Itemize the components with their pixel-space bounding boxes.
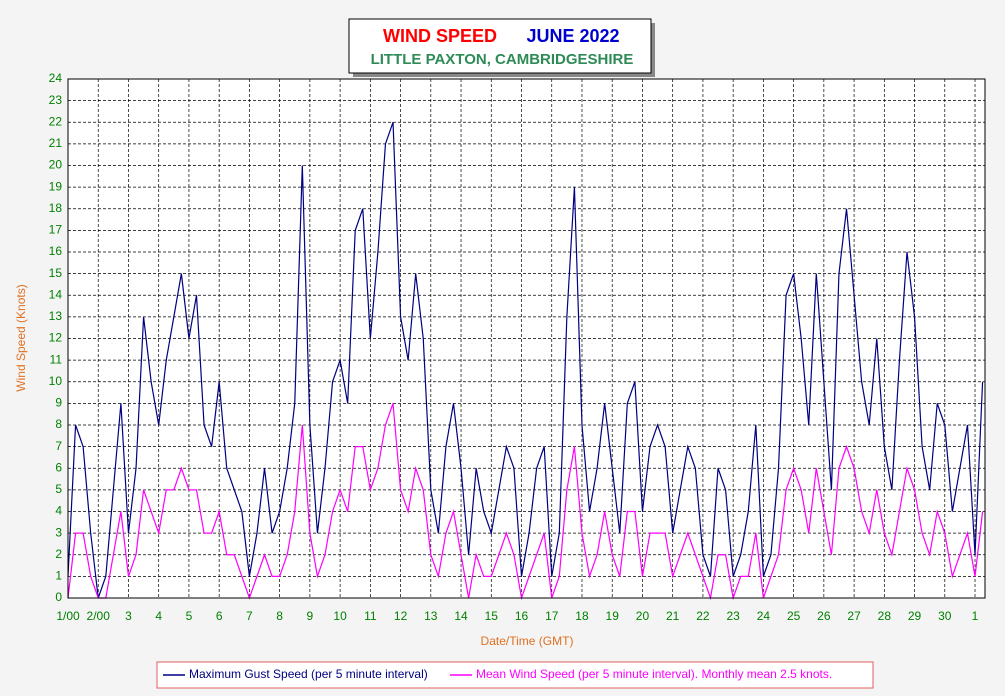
series-line [67,122,984,599]
y-tick-label: 10 [49,374,63,388]
x-tick-label: 17 [545,609,559,623]
x-tick-label: 3 [125,609,132,623]
x-tick-label: 22 [696,609,710,623]
x-tick-label: 6 [216,609,223,623]
y-tick-label: 24 [49,71,63,85]
y-tick-label: 19 [49,179,63,193]
x-tick-label: 7 [246,609,253,623]
x-tick-label: 16 [515,609,529,623]
x-tick-label: 5 [186,609,193,623]
y-tick-label: 7 [55,439,62,453]
legend-label: Mean Wind Speed (per 5 minute interval).… [476,667,832,681]
y-tick-label: 23 [49,93,63,107]
plot-border [67,78,986,599]
x-tick-label: 24 [757,609,771,623]
x-tick-label: 23 [726,609,740,623]
y-tick-label: 0 [55,590,62,604]
x-tick-label: 1 [972,609,979,623]
y-tick-label: 22 [49,114,63,128]
x-tick-label: 10 [333,609,347,623]
x-tick-label: 1/00 [56,609,80,623]
y-tick-label: 20 [49,158,63,172]
x-tick-label: 8 [276,609,283,623]
y-tick-label: 4 [55,504,62,518]
x-tick-label: 26 [817,609,831,623]
y-axis-label: Wind Speed (Knots) [14,284,28,391]
x-tick-label: 28 [878,609,892,623]
x-tick-label: 27 [847,609,861,623]
x-tick-label: 19 [606,609,620,623]
x-tick-label: 9 [307,609,314,623]
y-tick-label: 6 [55,460,62,474]
y-tick-label: 8 [55,417,62,431]
x-tick-label: 11 [364,609,377,623]
x-tick-label: 29 [908,609,922,623]
legend [156,661,874,689]
legend-label: Maximum Gust Speed (per 5 minute interva… [189,667,428,681]
y-tick-label: 21 [49,136,63,150]
chart-subtitle: LITTLE PAXTON, CAMBRIDGESHIRE [371,51,634,68]
y-tick-label: 14 [49,287,63,301]
x-axis-label: Date/Time (GMT) [481,634,574,648]
x-tick-label: 13 [424,609,438,623]
y-tick-label: 18 [49,201,63,215]
x-tick-label: 14 [454,609,468,623]
y-tick-label: 9 [55,396,62,410]
y-tick-label: 15 [49,266,63,280]
chart-title: WIND SPEED [383,26,497,46]
series-line [67,403,984,601]
y-tick-label: 3 [55,525,62,539]
y-tick-label: 11 [50,352,63,366]
y-tick-label: 13 [49,309,63,323]
x-tick-label: 21 [666,609,680,623]
title-box [348,18,652,74]
x-tick-label: 12 [394,609,408,623]
chart-period: JUNE 2022 [526,26,619,46]
y-tick-label: 5 [55,482,62,496]
x-tick-label: 2/00 [87,609,111,623]
y-tick-label: 16 [49,244,63,258]
y-tick-label: 1 [55,569,62,583]
x-tick-label: 25 [787,609,801,623]
y-tick-label: 2 [55,547,62,561]
y-tick-label: 12 [49,331,63,345]
x-tick-label: 20 [636,609,650,623]
x-tick-label: 18 [575,609,589,623]
x-tick-label: 30 [938,609,952,623]
x-tick-label: 4 [155,609,162,623]
x-tick-label: 15 [485,609,499,623]
y-tick-label: 17 [49,223,63,237]
